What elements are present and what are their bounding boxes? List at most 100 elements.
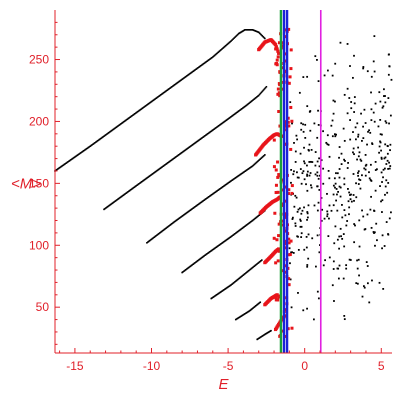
red-scatter-point [287, 81, 291, 85]
black-branch-point [192, 70, 195, 73]
black-branch-point [185, 148, 188, 151]
black-branch-point [128, 190, 130, 193]
black-branch-point [193, 206, 195, 209]
black-branch-point [215, 294, 218, 296]
black-scatter-point [350, 101, 353, 103]
black-scatter-point [370, 195, 372, 198]
black-branch-point [175, 82, 178, 85]
black-branch-point [123, 120, 126, 123]
black-scatter-point [357, 135, 360, 138]
black-scatter-point [303, 206, 305, 209]
black-branch-point [124, 119, 127, 122]
black-branch-point [245, 224, 247, 227]
black-scatter-point [339, 227, 342, 230]
black-branch-point [218, 124, 221, 126]
black-scatter-point [363, 167, 366, 170]
black-scatter-point [299, 152, 302, 155]
black-scatter-point [333, 177, 336, 180]
black-scatter-point [372, 60, 375, 63]
axes-layer [54, 10, 392, 354]
black-branch-point [259, 260, 261, 263]
red-scatter-point [283, 212, 287, 216]
black-scatter-point [342, 277, 345, 280]
black-branch-point [188, 266, 191, 268]
red-scatter-point [290, 184, 294, 188]
black-branch-point [252, 307, 254, 309]
black-scatter-point [384, 120, 387, 123]
black-branch-point [191, 144, 193, 147]
black-scatter-point [352, 147, 355, 150]
black-scatter-point [314, 173, 317, 176]
black-branch-point [262, 334, 264, 337]
red-scatter-point [274, 47, 278, 51]
black-branch-point [256, 338, 258, 341]
black-scatter-point [306, 216, 309, 219]
black-branch-point [157, 168, 160, 171]
black-branch-point [58, 166, 61, 169]
red-scatter-point [277, 234, 281, 238]
black-scatter-point [363, 228, 366, 231]
black-points-layer [54, 29, 393, 341]
black-branch-point [120, 122, 123, 125]
black-branch-point [247, 29, 250, 31]
black-branch-point [187, 147, 189, 149]
black-scatter-point [385, 163, 388, 165]
black-branch-point [250, 29, 253, 31]
black-scatter-point [346, 167, 349, 169]
black-scatter-point [294, 161, 297, 163]
black-branch-point [235, 176, 237, 179]
black-scatter-point [345, 264, 348, 267]
black-branch-point [238, 174, 241, 176]
black-branch-point [240, 275, 243, 278]
black-branch-point [243, 29, 245, 32]
black-scatter-point [322, 182, 325, 185]
black-scatter-point [317, 177, 320, 180]
black-branch-point [246, 311, 249, 313]
red-scatter-point [272, 165, 276, 169]
black-scatter-point [317, 297, 320, 300]
black-branch-point [184, 212, 187, 215]
black-scatter-point [306, 265, 309, 268]
black-scatter-point [373, 70, 376, 73]
black-branch-point [187, 210, 190, 213]
red-scatter-point [287, 241, 291, 245]
black-scatter-point [306, 170, 309, 173]
black-scatter-point [336, 209, 339, 212]
black-branch-point [201, 63, 204, 66]
black-branch-point [270, 329, 272, 332]
black-scatter-point [381, 211, 383, 213]
black-branch-point [231, 235, 233, 237]
black-scatter-point [343, 245, 346, 248]
black-branch-point [238, 229, 241, 232]
black-branch-point [146, 103, 149, 106]
black-branch-point [193, 262, 195, 265]
black-scatter-point [294, 150, 297, 153]
black-branch-point [199, 65, 202, 67]
black-branch-point [121, 195, 124, 197]
black-branch-point [192, 143, 194, 146]
black-branch-point [179, 216, 181, 219]
black-branch-point [149, 174, 151, 177]
black-branch-point [111, 129, 114, 131]
black-branch-point [247, 29, 249, 31]
black-scatter-point [353, 223, 356, 225]
black-branch-point [206, 60, 209, 62]
black-branch-point [252, 99, 254, 101]
black-scatter-point [380, 156, 383, 159]
black-branch-point [239, 31, 242, 34]
black-branch-point [96, 140, 99, 142]
black-scatter-point [338, 168, 341, 170]
black-branch-point [207, 59, 209, 62]
black-scatter-point [334, 182, 337, 185]
black-branch-point [211, 297, 213, 299]
black-branch-point [190, 264, 193, 267]
black-branch-point [175, 155, 177, 158]
black-scatter-point [326, 210, 329, 213]
black-branch-point [246, 169, 248, 171]
black-scatter-point [382, 176, 384, 179]
black-scatter-point [300, 232, 303, 235]
black-scatter-point [387, 182, 390, 184]
black-branch-point [116, 125, 118, 128]
black-branch-point [105, 206, 108, 209]
black-branch-point [139, 182, 141, 184]
